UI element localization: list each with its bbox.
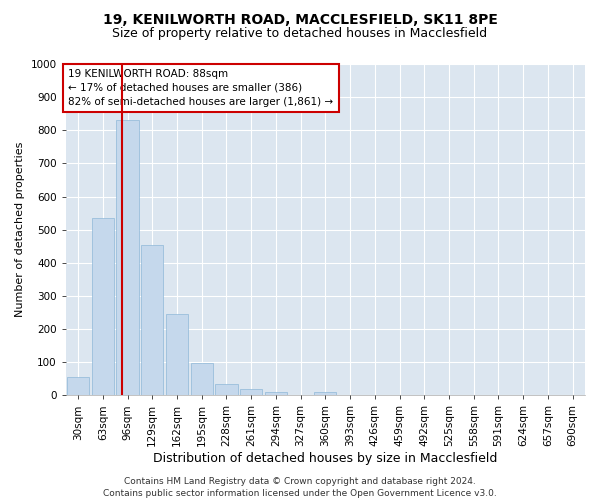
Text: Size of property relative to detached houses in Macclesfield: Size of property relative to detached ho… xyxy=(112,28,488,40)
Bar xyxy=(166,314,188,396)
Text: 19 KENILWORTH ROAD: 88sqm
← 17% of detached houses are smaller (386)
82% of semi: 19 KENILWORTH ROAD: 88sqm ← 17% of detac… xyxy=(68,69,334,107)
Bar xyxy=(314,392,337,396)
Bar xyxy=(265,392,287,396)
Bar xyxy=(116,120,139,396)
Bar xyxy=(215,384,238,396)
Text: 19, KENILWORTH ROAD, MACCLESFIELD, SK11 8PE: 19, KENILWORTH ROAD, MACCLESFIELD, SK11 … xyxy=(103,12,497,26)
Text: Contains HM Land Registry data © Crown copyright and database right 2024.
Contai: Contains HM Land Registry data © Crown c… xyxy=(103,476,497,498)
Bar xyxy=(191,363,213,396)
X-axis label: Distribution of detached houses by size in Macclesfield: Distribution of detached houses by size … xyxy=(153,452,497,465)
Bar xyxy=(141,244,163,396)
Bar xyxy=(240,388,262,396)
Bar xyxy=(67,377,89,396)
Bar xyxy=(92,218,114,396)
Y-axis label: Number of detached properties: Number of detached properties xyxy=(15,142,25,318)
